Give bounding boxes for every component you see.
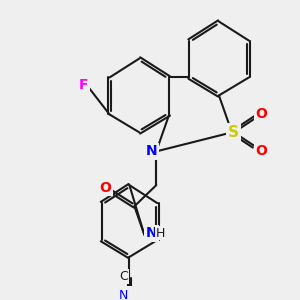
Text: N: N xyxy=(119,289,128,300)
Text: N: N xyxy=(146,144,158,158)
Text: C: C xyxy=(119,270,128,283)
Text: F: F xyxy=(79,78,88,92)
Text: O: O xyxy=(256,144,267,158)
Text: H: H xyxy=(155,227,165,240)
Text: O: O xyxy=(256,107,267,121)
Text: N: N xyxy=(146,226,157,240)
Text: O: O xyxy=(99,181,111,195)
Text: S: S xyxy=(228,125,239,140)
